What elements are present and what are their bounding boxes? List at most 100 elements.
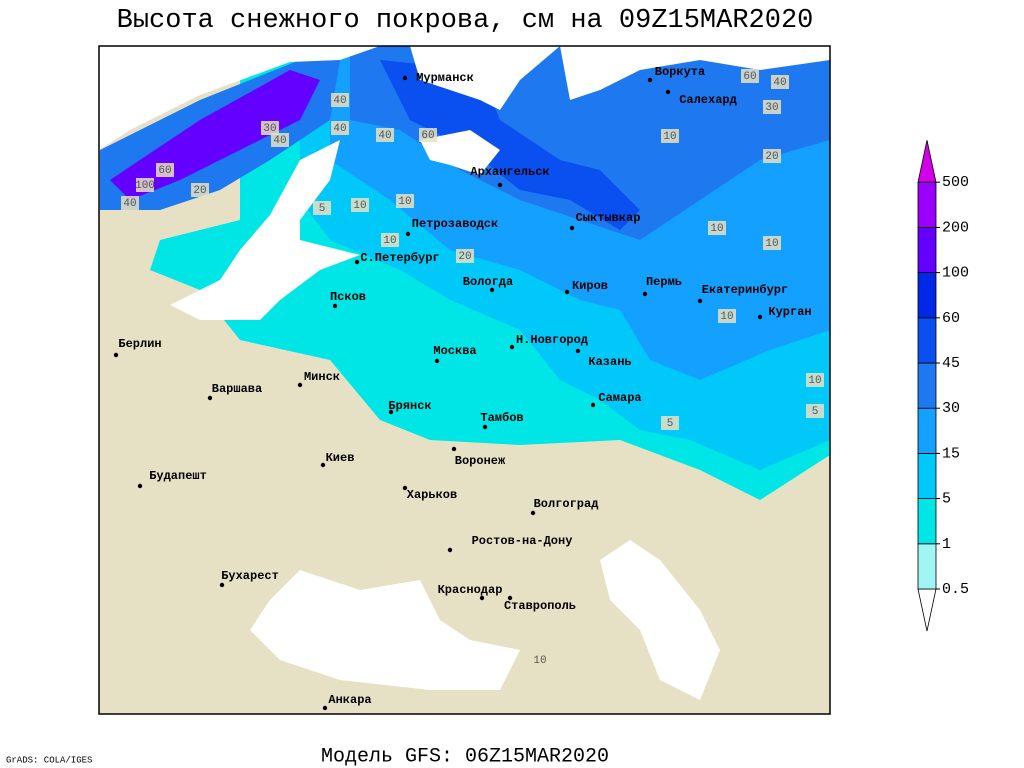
city-label: Брянск	[388, 399, 431, 413]
contour-label-box	[313, 201, 331, 215]
contour-label-box	[381, 233, 399, 247]
colorbar-label: 45	[942, 355, 960, 372]
city-label: Архангельск	[470, 165, 549, 179]
contour-label: 10	[808, 375, 821, 387]
city-dot	[219, 582, 225, 588]
colorbar-box	[917, 226, 937, 273]
city-dot	[642, 291, 648, 297]
city-dot	[564, 289, 570, 295]
footer-model: Модель GFS: 06Z15MAR2020	[321, 745, 609, 768]
cities: Мурманск Воркута Салехард Архангельск Петроз…	[113, 65, 812, 711]
sea	[170, 140, 360, 320]
city-label: Волгоград	[534, 497, 599, 511]
contour-label-box	[331, 93, 349, 107]
city-dot	[497, 182, 503, 188]
city-label: Киров	[572, 279, 608, 293]
city-label: Москва	[433, 344, 476, 358]
contour-label-box	[156, 163, 174, 177]
city-dot	[590, 402, 596, 408]
sea	[600, 540, 720, 700]
city-dot	[434, 358, 440, 364]
city-dot	[697, 298, 703, 304]
contour-label: 100	[135, 180, 155, 192]
city-dot	[757, 314, 763, 320]
colorbar-box	[917, 317, 937, 364]
city-label: Варшава	[212, 382, 262, 396]
title: Высота снежного покрова, см на 09Z15MAR2…	[117, 6, 814, 36]
contour-label-box	[661, 129, 679, 143]
contour-label-box	[376, 128, 394, 142]
contour-label-box	[351, 198, 369, 212]
colorbar-label: 500	[942, 174, 969, 191]
city-label: Анкара	[328, 693, 371, 707]
city-dot	[402, 485, 408, 491]
city-dot	[332, 303, 338, 309]
contour-label: 60	[158, 165, 171, 177]
contour-label: 5	[319, 203, 326, 215]
contour-label: 20	[458, 251, 471, 263]
colorbar-label: 200	[942, 219, 969, 236]
contour-label-box	[456, 249, 474, 263]
city-label: Екатеринбург	[702, 282, 788, 297]
city-label: Тамбов	[480, 410, 523, 425]
city-dot	[569, 225, 575, 231]
contour-label: 20	[765, 151, 778, 163]
city-dot	[482, 424, 488, 430]
colorbar-high	[917, 140, 937, 183]
sea	[560, 46, 830, 100]
contour-label-box	[191, 183, 209, 197]
city-dot	[207, 395, 213, 401]
colorbar-box	[917, 362, 937, 409]
contour-label: 60	[743, 71, 756, 83]
city-label: Берлин	[118, 337, 161, 351]
city-dot	[507, 595, 513, 601]
city-dot	[489, 287, 495, 293]
contour-label: 40	[333, 95, 346, 107]
colorbar-label: 1	[942, 536, 951, 553]
city-label: Казань	[588, 355, 631, 369]
contour-label-box	[763, 100, 781, 114]
city-label: Будапешт	[149, 469, 207, 483]
city-dot	[530, 510, 536, 516]
contour-label-box	[718, 309, 736, 323]
contour-label: 10	[398, 196, 411, 208]
contour-label: 5	[667, 418, 674, 430]
colorbar-label: 0.5	[942, 581, 969, 598]
contour-label-box	[661, 416, 679, 430]
contour-label: 40	[273, 135, 286, 147]
sea	[410, 46, 560, 110]
contour-label-box	[806, 404, 824, 418]
footer-credit: GrADS: COLA/IGES	[6, 755, 92, 765]
contour-label: 30	[765, 102, 778, 114]
contour-label: 20	[193, 185, 206, 197]
city-label: Мурманск	[416, 71, 474, 85]
contour-label: 10	[533, 655, 546, 667]
contour-label-box	[771, 75, 789, 89]
city-dot	[665, 89, 671, 95]
city-label: Киев	[326, 451, 355, 465]
city-dot	[451, 446, 457, 452]
city-dot	[405, 231, 411, 237]
city-dot	[447, 547, 453, 553]
contour-label: 60	[421, 130, 434, 142]
contour-label-box	[741, 69, 759, 83]
city-label: Краснодар	[438, 583, 503, 597]
city-dot	[354, 259, 360, 265]
city-label: Сыктывкар	[576, 211, 641, 225]
city-label: Харьков	[407, 488, 457, 502]
city-dot	[320, 462, 326, 468]
contour-label-box	[763, 236, 781, 250]
contour-label-box	[419, 128, 437, 142]
city-label: С.Петербург	[360, 250, 439, 265]
contour-label-box	[396, 194, 414, 208]
snow-area	[380, 60, 640, 230]
contour-label: 10	[663, 131, 676, 143]
contour-label: 30	[263, 123, 276, 135]
colorbar-box	[917, 181, 937, 228]
contour-label: 10	[383, 235, 396, 247]
city-label: Курган	[768, 305, 811, 319]
colorbar-box	[917, 272, 937, 319]
contour-label-box	[531, 653, 549, 667]
